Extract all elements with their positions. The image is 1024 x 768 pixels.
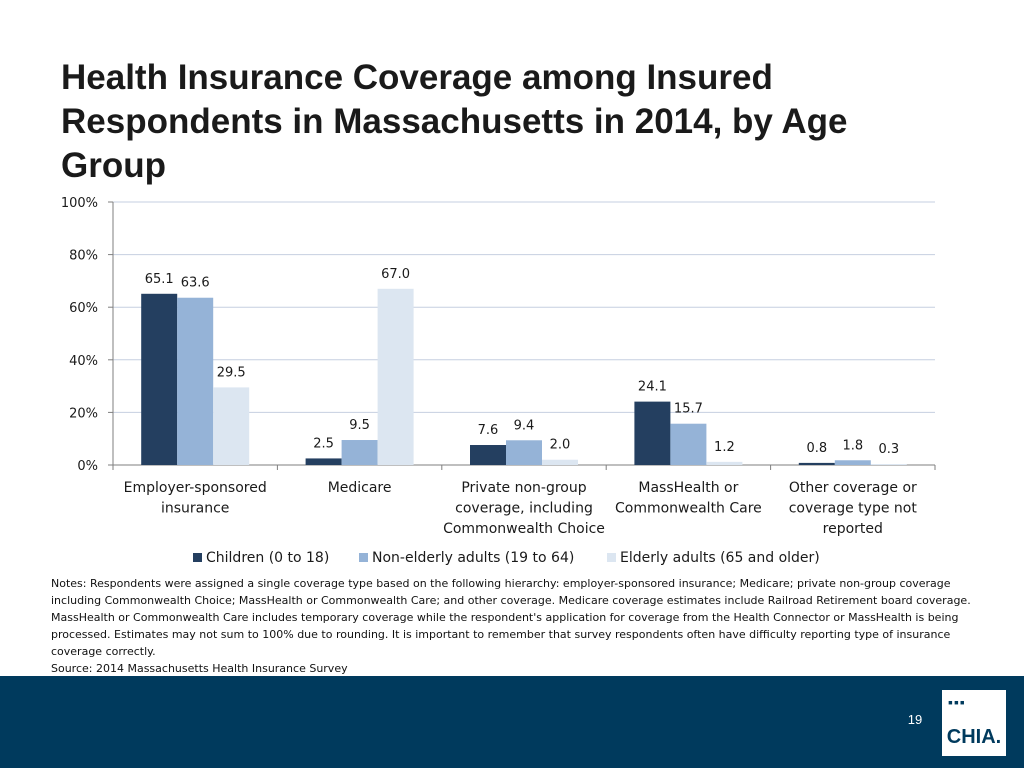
data-label: 24.1 <box>638 380 667 395</box>
bar <box>798 462 835 465</box>
bar <box>377 288 414 465</box>
bar <box>834 460 871 465</box>
logo-text: CHIA. <box>946 726 1002 748</box>
data-label: 2.5 <box>313 436 334 451</box>
bar <box>542 459 578 465</box>
legend-label: Children (0 to 18) <box>206 550 329 566</box>
y-tick-label: 0% <box>77 459 98 474</box>
legend-swatch <box>193 553 202 562</box>
x-category-label: insurance <box>161 501 229 517</box>
bar <box>341 440 378 465</box>
legend-label: Non-elderly adults (19 to 64) <box>372 550 574 566</box>
bar <box>506 440 542 465</box>
data-label: 9.4 <box>514 418 535 433</box>
logo-dots-icon: ▪▪▪ <box>948 694 966 710</box>
data-label: 1.8 <box>842 438 863 453</box>
footer-bar: 19 ▪▪▪ CHIA. <box>0 676 1024 768</box>
bar-chart: 0% 20% 40% 60% 80% 100% 65.1 63.6 29.5 Employer-s… <box>61 196 936 566</box>
data-label: 0.8 <box>806 441 827 456</box>
x-category-label: MassHealth or <box>638 480 738 496</box>
bar <box>634 401 671 465</box>
data-label: 2.0 <box>550 438 571 453</box>
y-tick-label: 60% <box>69 301 98 316</box>
data-label: 0.3 <box>878 442 899 457</box>
bar <box>706 461 743 465</box>
data-label: 7.6 <box>478 423 499 438</box>
y-tick-label: 20% <box>69 406 98 421</box>
legend-label: Elderly adults (65 and older) <box>620 550 820 566</box>
bar <box>870 464 907 465</box>
notes-text: Notes: Respondents were assigned a singl… <box>51 577 971 658</box>
x-category-label: Other coverage or <box>789 480 917 496</box>
y-tick-label: 100% <box>61 196 98 211</box>
chia-logo: ▪▪▪ CHIA. <box>942 690 1006 756</box>
bar <box>177 297 214 465</box>
bar <box>670 423 707 465</box>
x-category-label: Commonwealth Care <box>615 501 762 517</box>
page-number: 19 <box>907 712 923 727</box>
page-title: Health Insurance Coverage among Insured … <box>61 58 848 185</box>
data-label: 65.1 <box>145 272 174 287</box>
bar <box>470 445 506 465</box>
data-label: 29.5 <box>217 365 246 380</box>
data-label: 63.6 <box>181 276 210 291</box>
data-label: 15.7 <box>674 402 703 417</box>
x-category-label: reported <box>823 521 883 537</box>
x-category-label: Employer-sponsored <box>124 480 267 496</box>
x-category-label: Medicare <box>328 480 392 496</box>
y-tick-label: 40% <box>69 354 98 369</box>
y-tick-label: 80% <box>69 249 98 264</box>
notes-block: Notes: Respondents were assigned a singl… <box>51 575 991 677</box>
data-label: 9.5 <box>349 418 370 433</box>
x-category-label: coverage type not <box>789 501 918 517</box>
source-text: Source: 2014 Massachusetts Health Insura… <box>51 662 348 675</box>
x-category-label: Private non-group <box>461 480 586 496</box>
data-label: 1.2 <box>714 440 735 455</box>
bar <box>305 458 342 465</box>
x-category-label: Commonwealth Choice <box>443 521 605 537</box>
legend-swatch <box>359 553 368 562</box>
legend-swatch <box>607 553 616 562</box>
bar <box>213 387 250 465</box>
x-category-label: coverage, including <box>455 501 593 517</box>
bar <box>141 293 178 465</box>
data-label: 67.0 <box>381 267 410 282</box>
